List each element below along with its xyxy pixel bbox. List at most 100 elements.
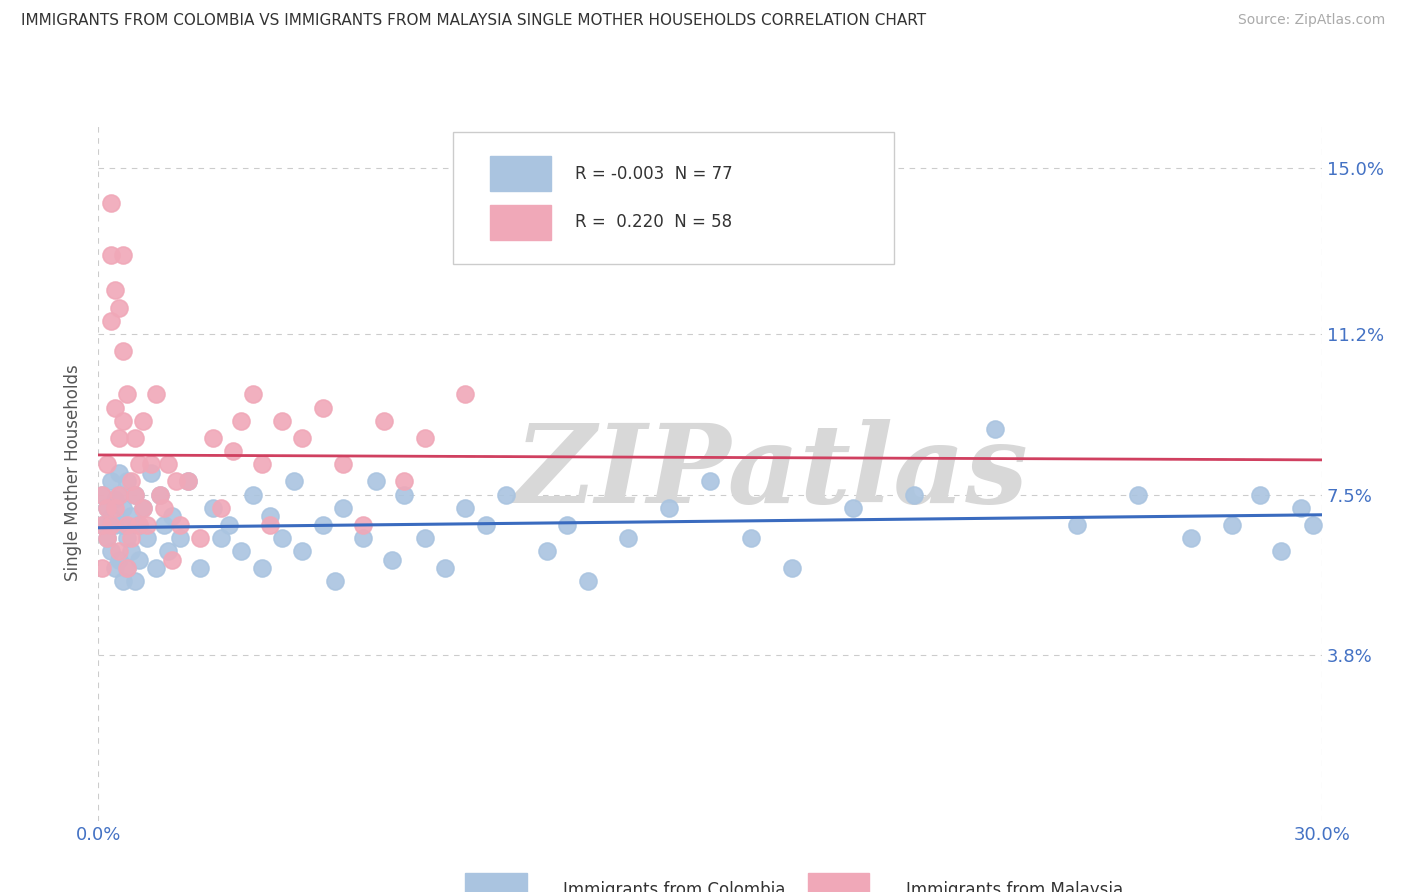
- Point: [111, 500, 134, 515]
- Text: IMMIGRANTS FROM COLOMBIA VS IMMIGRANTS FROM MALAYSIA SINGLE MOTHER HOUSEHOLDS CO: IMMIGRANTS FROM COLOMBIA VS IMMIGRANTS F…: [21, 13, 927, 29]
- Point: [699, 475, 721, 489]
- Point: [120, 531, 142, 545]
- Point: [120, 475, 142, 489]
- FancyBboxPatch shape: [465, 872, 526, 892]
- Point: [740, 531, 762, 545]
- Point: [1249, 487, 1271, 501]
- Point: [536, 544, 558, 558]
- Point: [145, 561, 167, 575]
- Point: [124, 574, 146, 589]
- Point: [373, 414, 395, 428]
- Point: [115, 561, 138, 575]
- Point: [108, 544, 131, 558]
- Point: [108, 552, 131, 567]
- Point: [454, 500, 477, 515]
- Point: [100, 544, 122, 558]
- Point: [332, 500, 354, 515]
- Point: [100, 196, 122, 211]
- FancyBboxPatch shape: [808, 872, 869, 892]
- Point: [152, 517, 174, 532]
- Point: [132, 500, 155, 515]
- Point: [128, 517, 150, 532]
- Point: [392, 475, 416, 489]
- Text: Immigrants from Malaysia: Immigrants from Malaysia: [905, 881, 1123, 892]
- Point: [160, 509, 183, 524]
- Point: [291, 431, 314, 445]
- Point: [120, 544, 142, 558]
- Point: [132, 500, 155, 515]
- Point: [352, 531, 374, 545]
- FancyBboxPatch shape: [489, 205, 551, 240]
- Point: [104, 401, 127, 415]
- Point: [156, 457, 179, 471]
- Point: [222, 444, 245, 458]
- Point: [111, 344, 134, 359]
- Point: [120, 509, 142, 524]
- Point: [177, 475, 200, 489]
- Point: [100, 313, 122, 327]
- Point: [169, 517, 191, 532]
- Point: [283, 475, 305, 489]
- Point: [201, 500, 224, 515]
- Point: [1270, 544, 1292, 558]
- Point: [231, 414, 253, 428]
- Point: [332, 457, 354, 471]
- Point: [474, 517, 498, 532]
- Point: [91, 487, 114, 501]
- Point: [115, 387, 138, 401]
- Point: [291, 544, 314, 558]
- Point: [242, 487, 264, 501]
- Point: [1128, 487, 1150, 501]
- Point: [104, 561, 127, 575]
- Point: [111, 574, 134, 589]
- Point: [392, 487, 416, 501]
- Point: [96, 531, 118, 545]
- Point: [104, 517, 127, 532]
- Point: [984, 422, 1007, 436]
- Point: [124, 487, 146, 501]
- Point: [149, 487, 172, 501]
- Point: [209, 500, 232, 515]
- Point: [169, 531, 191, 545]
- Point: [165, 475, 187, 489]
- Point: [259, 509, 281, 524]
- Point: [91, 517, 114, 532]
- Point: [108, 431, 131, 445]
- Point: [323, 574, 346, 589]
- Point: [128, 457, 150, 471]
- Point: [454, 387, 477, 401]
- Point: [1302, 517, 1324, 532]
- Point: [149, 487, 172, 501]
- Point: [780, 561, 803, 575]
- Point: [108, 487, 131, 501]
- Point: [136, 517, 159, 532]
- Point: [903, 487, 925, 501]
- Point: [104, 283, 127, 297]
- Point: [250, 457, 273, 471]
- Point: [218, 517, 240, 532]
- Point: [100, 509, 122, 524]
- Point: [242, 387, 264, 401]
- Point: [495, 487, 517, 501]
- Point: [108, 487, 131, 501]
- Point: [658, 500, 681, 515]
- Point: [381, 552, 404, 567]
- Point: [141, 457, 163, 471]
- Point: [100, 248, 122, 262]
- Point: [270, 414, 294, 428]
- Point: [100, 517, 122, 532]
- Point: [96, 500, 118, 515]
- Point: [115, 475, 138, 489]
- Point: [413, 531, 436, 545]
- Point: [557, 517, 579, 532]
- Point: [91, 561, 114, 575]
- Point: [1180, 531, 1202, 545]
- Point: [136, 531, 159, 545]
- Text: ZIPatlas: ZIPatlas: [515, 419, 1028, 526]
- Point: [201, 431, 224, 445]
- Point: [188, 561, 212, 575]
- Point: [1291, 500, 1313, 515]
- Y-axis label: Single Mother Households: Single Mother Households: [65, 365, 83, 581]
- Point: [108, 466, 131, 480]
- Point: [156, 544, 179, 558]
